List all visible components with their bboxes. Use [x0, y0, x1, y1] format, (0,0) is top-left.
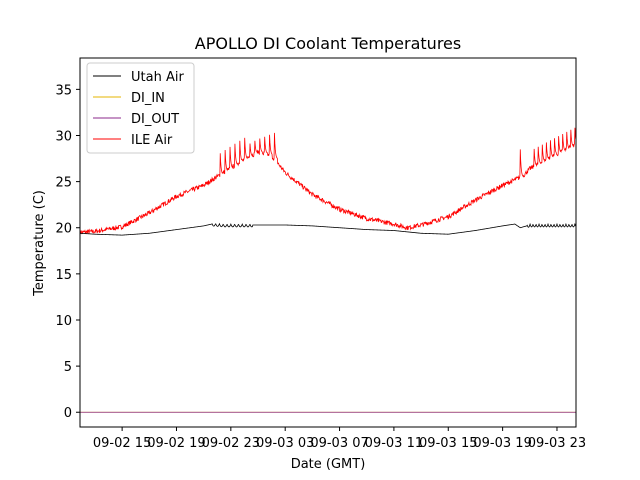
y-tick-label: 0: [64, 406, 72, 421]
y-axis-label: Temperature (C): [32, 190, 47, 297]
x-axis-label: Date (GMT): [291, 457, 366, 472]
legend-item: Utah Air: [93, 70, 184, 85]
legend-item: DI_OUT: [93, 112, 179, 127]
x-tick-label: 09-03 11: [365, 436, 423, 451]
legend-label: DI_OUT: [131, 112, 179, 127]
series-layer: [80, 127, 576, 413]
legend-label: DI_IN: [131, 91, 165, 106]
x-tick-label: 09-03 23: [528, 436, 586, 451]
y-tick-label: 35: [55, 83, 72, 98]
series-line-utah-air: [80, 222, 576, 236]
x-tick-label: 09-03 19: [473, 436, 531, 451]
y-tick-label: 5: [64, 360, 72, 375]
legend-item: DI_IN: [93, 91, 165, 106]
x-tick-label: 09-02 23: [202, 436, 260, 451]
x-tick-label: 09-02 15: [93, 436, 151, 451]
axes-frame: [79, 57, 577, 428]
y-tick-label: 10: [55, 314, 72, 329]
y-tick-label: 15: [55, 268, 72, 283]
chart-title: APOLLO DI Coolant Temperatures: [195, 34, 461, 53]
legend-item: ILE Air: [93, 133, 173, 148]
y-tick-label: 25: [55, 176, 72, 191]
y-tick-label: 30: [55, 129, 72, 144]
x-tick-label: 09-02 19: [147, 436, 205, 451]
series-line-ile-air: [80, 127, 576, 235]
legend-label: Utah Air: [131, 70, 184, 85]
legend-label: ILE Air: [131, 133, 173, 148]
x-tick-label: 09-03 15: [419, 436, 477, 451]
legend: Utah Air DI_IN DI_OUT ILE Air: [86, 62, 195, 154]
x-tick-label: 09-03 07: [310, 436, 368, 451]
x-tick-label: 09-03 03: [256, 436, 314, 451]
legend-box: [86, 62, 195, 154]
y-tick-label: 20: [55, 222, 72, 237]
